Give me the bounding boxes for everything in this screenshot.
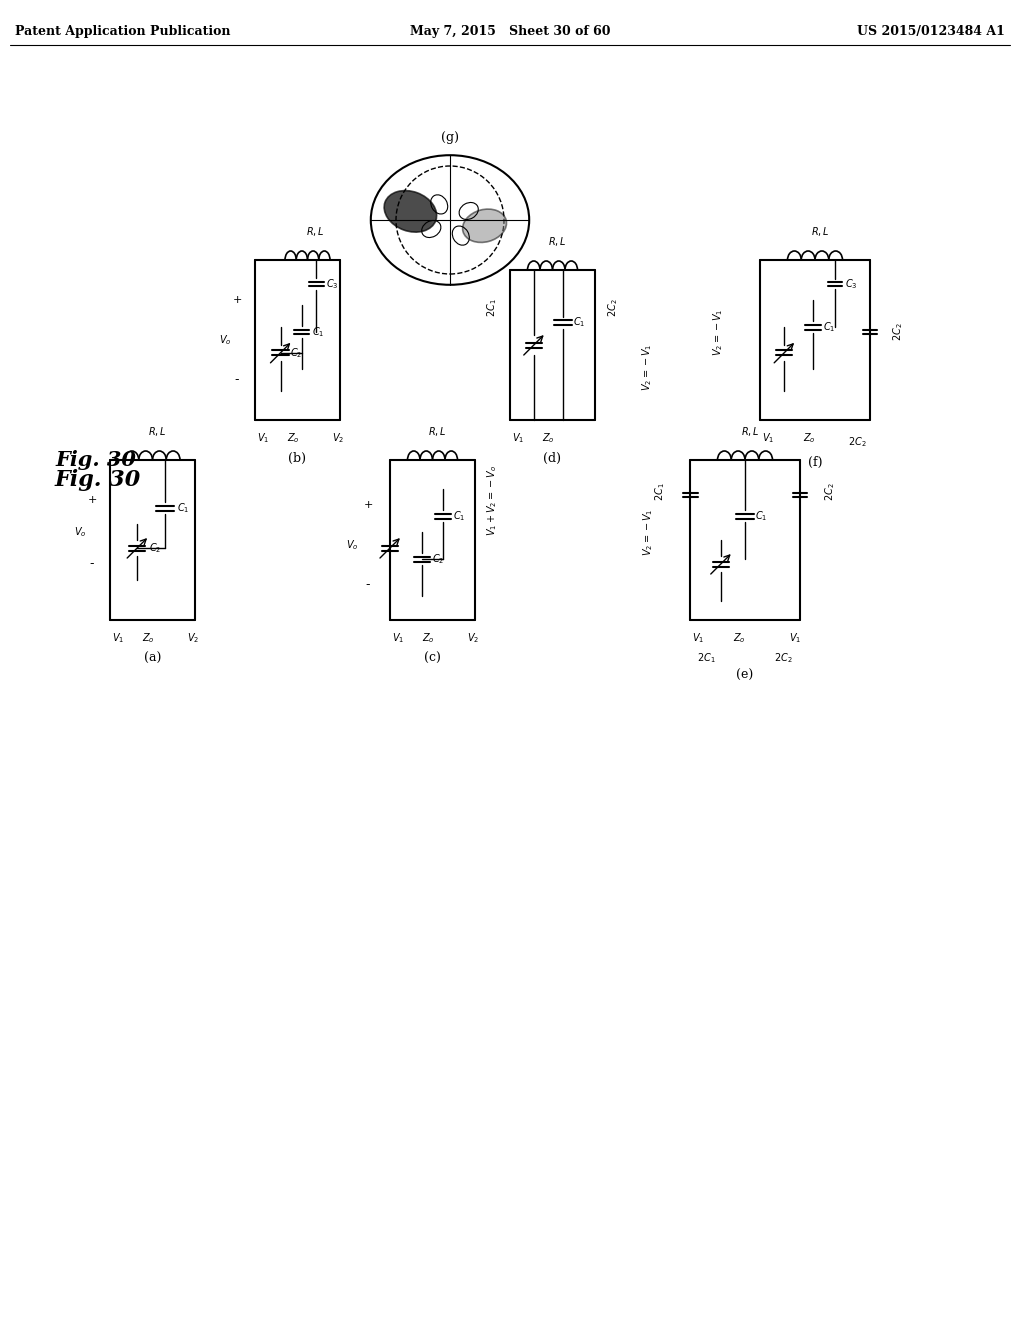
Text: (a): (a) — [144, 652, 161, 664]
Text: $V_2=-V_1$: $V_2=-V_1$ — [639, 343, 653, 391]
Ellipse shape — [384, 190, 436, 232]
Text: $R,L$: $R,L$ — [306, 224, 324, 238]
Text: $Z_o$: $Z_o$ — [286, 432, 300, 445]
Text: $V_1$: $V_1$ — [788, 631, 800, 645]
Text: $V_2$: $V_2$ — [186, 631, 199, 645]
Text: $V_2=-V_1$: $V_2=-V_1$ — [641, 508, 654, 556]
Text: (f): (f) — [807, 455, 821, 469]
Text: $V_2$: $V_2$ — [331, 432, 343, 445]
Text: $V_1$: $V_1$ — [112, 631, 124, 645]
Text: $V_o$: $V_o$ — [73, 525, 87, 539]
Text: $V_1$: $V_1$ — [512, 432, 524, 445]
Text: $R,L$: $R,L$ — [547, 235, 567, 248]
Text: $V_1$: $V_1$ — [257, 432, 269, 445]
Text: (b): (b) — [288, 451, 306, 465]
Text: US 2015/0123484 A1: US 2015/0123484 A1 — [856, 25, 1004, 38]
Text: $C_1$: $C_1$ — [177, 502, 190, 515]
Text: +: + — [88, 495, 97, 506]
Text: -: - — [234, 374, 239, 387]
Text: $Z_o$: $Z_o$ — [733, 631, 745, 645]
Text: Fig. 30: Fig. 30 — [55, 450, 136, 470]
Text: $V_1$: $V_1$ — [691, 631, 703, 645]
Text: Fig. 30: Fig. 30 — [55, 469, 141, 491]
Text: $C_3$: $C_3$ — [844, 277, 857, 290]
Ellipse shape — [463, 209, 506, 243]
Text: $C_2$: $C_2$ — [149, 541, 161, 554]
Text: $Z_o$: $Z_o$ — [422, 631, 434, 645]
Text: $V_2$: $V_2$ — [467, 631, 479, 645]
Text: $V_1$: $V_1$ — [761, 432, 773, 445]
Text: $V_o$: $V_o$ — [345, 539, 358, 552]
Text: $C_1$: $C_1$ — [312, 325, 324, 339]
Text: $C_1$: $C_1$ — [822, 321, 835, 334]
Text: May 7, 2015   Sheet 30 of 60: May 7, 2015 Sheet 30 of 60 — [410, 25, 609, 38]
Text: $C_3$: $C_3$ — [326, 277, 338, 290]
Text: $V_2=-V_1$: $V_2=-V_1$ — [710, 309, 725, 356]
Text: $2C_1$: $2C_1$ — [697, 651, 715, 665]
Text: $R,L$: $R,L$ — [148, 425, 167, 438]
Text: (e): (e) — [736, 668, 753, 681]
Text: $V_o$: $V_o$ — [218, 333, 231, 347]
Text: $C_1$: $C_1$ — [572, 315, 585, 330]
Text: Patent Application Publication: Patent Application Publication — [15, 25, 230, 38]
Text: $2C_2$: $2C_2$ — [847, 436, 865, 449]
Text: -: - — [366, 578, 370, 591]
Text: (d): (d) — [543, 451, 560, 465]
Text: $C_1$: $C_1$ — [452, 510, 465, 523]
Text: -: - — [90, 557, 94, 570]
Text: $V_1$: $V_1$ — [391, 631, 404, 645]
Text: $C_1$: $C_1$ — [754, 510, 766, 523]
Text: $Z_o$: $Z_o$ — [142, 631, 155, 645]
Text: $2C_2$: $2C_2$ — [891, 322, 904, 342]
Text: $2C_2$: $2C_2$ — [822, 483, 836, 502]
Text: $2C_2$: $2C_2$ — [773, 651, 792, 665]
Text: (g): (g) — [440, 132, 459, 144]
Text: $2C_1$: $2C_1$ — [652, 483, 666, 502]
Text: $Z_o$: $Z_o$ — [802, 432, 815, 445]
Text: $V_1+V_2=-V_o$: $V_1+V_2=-V_o$ — [484, 465, 498, 536]
Text: $C_2$: $C_2$ — [432, 552, 444, 566]
Text: $2C_1$: $2C_1$ — [485, 298, 498, 317]
Text: $C_2$: $C_2$ — [290, 346, 303, 359]
Text: (c): (c) — [424, 652, 440, 664]
Text: $2C_2$: $2C_2$ — [605, 298, 620, 317]
Text: +: + — [363, 500, 372, 510]
Text: $R,L$: $R,L$ — [740, 425, 758, 438]
Text: $Z_o$: $Z_o$ — [541, 432, 554, 445]
Text: +: + — [232, 294, 242, 305]
Text: $R,L$: $R,L$ — [428, 425, 446, 438]
Text: $R,L$: $R,L$ — [810, 224, 828, 238]
